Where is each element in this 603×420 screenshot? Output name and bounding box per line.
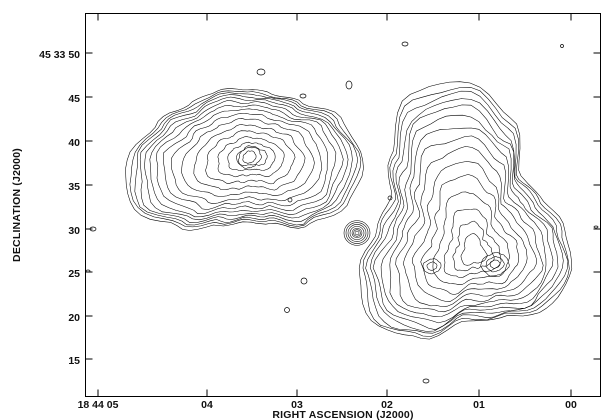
noise-contour-0 [401, 41, 409, 47]
left-lobe-contour-5 [149, 100, 344, 218]
x-tick-label-2: 03 [291, 399, 303, 411]
left-lobe-contour-12 [217, 136, 285, 178]
y-tick-label-2: 40 [68, 137, 80, 149]
left-lobe-contour-9 [181, 118, 315, 197]
core-ring-6 [354, 230, 360, 236]
left-lobe-contour-1 [129, 90, 362, 228]
left-lobe-contour-6 [156, 104, 337, 214]
noise-contour-2 [256, 68, 266, 76]
noise-contour-10 [85, 269, 91, 273]
right-lobe-contour-1 [362, 87, 570, 337]
right-lobe-contour-14 [460, 233, 488, 266]
core-ring-4 [351, 227, 363, 239]
right-lobe-contour-12 [443, 208, 502, 278]
right-lobe-contour-4 [372, 104, 559, 330]
left-lobe-contour-14 [236, 146, 268, 166]
noise-contour-5 [287, 197, 293, 203]
x-tick-label-5: 00 [565, 399, 577, 411]
left-lobe-contour-0 [125, 88, 364, 231]
plot-frame [85, 13, 601, 397]
noise-contour-4 [345, 80, 353, 90]
core-ring-0 [343, 220, 371, 246]
noise-contour-3 [299, 93, 307, 99]
y-tick-label-3: 35 [68, 181, 80, 193]
noise-contour-9 [89, 226, 97, 232]
left-lobe-contour-4 [144, 96, 349, 221]
y-tick-label-0: 45 33 50 [39, 49, 80, 61]
left-lobe-contour-10 [193, 124, 306, 191]
right-lobe-contour-10 [420, 174, 519, 295]
noise-contour-1 [560, 44, 564, 48]
left-lobe-contour-2 [134, 92, 359, 226]
y-tick-label-4: 30 [68, 225, 80, 237]
right-lobe-contour-9 [412, 161, 528, 302]
noise-contour-6 [300, 277, 308, 285]
x-axis-title: RIGHT ASCENSION (J2000) [272, 409, 413, 420]
noise-contour-11 [593, 225, 599, 229]
noise-contour-7 [284, 307, 290, 313]
core-ring-1 [345, 222, 369, 244]
right-lobe-contour-13 [452, 220, 495, 272]
right-lobe-peak-contour-0 [480, 252, 510, 277]
x-tick-label-3: 02 [381, 399, 393, 411]
left-lobe-contour-8 [171, 113, 323, 204]
right-lobe-contours [358, 81, 573, 340]
x-tick-label-4: 01 [473, 399, 485, 411]
left-lobe-contour-7 [163, 108, 328, 210]
x-tick-label-1: 04 [201, 399, 213, 411]
core-ring-2 [347, 224, 367, 242]
right-lobe-contour-8 [402, 146, 537, 307]
right-lobe-contour-5 [380, 114, 554, 324]
x-tick-label-0: 18 44 05 [78, 399, 119, 411]
noise-contour-8 [422, 378, 430, 384]
axis-ticks [85, 13, 601, 397]
y-tick-label-6: 20 [68, 312, 80, 324]
right-lobe-contour-7 [395, 135, 544, 313]
left-lobe-contour-11 [205, 130, 296, 185]
y-tick-label-1: 45 [68, 93, 80, 105]
right-lobe-contour-6 [389, 127, 547, 317]
core-ring-3 [349, 226, 365, 240]
noise-contour-12 [387, 195, 393, 201]
right-lobe-peak-contour-2 [489, 259, 501, 269]
left-lobe-contours [125, 88, 364, 231]
y-tick-label-7: 15 [68, 355, 80, 367]
right-lobe-contour-2 [365, 90, 569, 334]
left-lobe-peak-contour-0 [238, 145, 262, 169]
noise-contours [85, 41, 599, 384]
right-lobe-contour-0 [358, 81, 573, 340]
core-contours [343, 220, 371, 246]
left-lobe-contour-13 [227, 141, 276, 171]
right-lobe-contour-3 [369, 98, 564, 332]
right-lobe-peak-contour-4 [426, 261, 438, 271]
right-lobe-contour-11 [432, 191, 511, 285]
right-lobe-peak-contour-1 [485, 256, 505, 273]
right-lobe-peak-contour-3 [422, 258, 442, 275]
y-axis-title: DECLINATION (J2000) [11, 148, 23, 262]
y-tick-label-5: 25 [68, 268, 80, 280]
left-lobe-peak-contour-1 [242, 150, 257, 164]
core-ring-5 [353, 229, 361, 237]
left-lobe-contour-3 [139, 94, 353, 223]
